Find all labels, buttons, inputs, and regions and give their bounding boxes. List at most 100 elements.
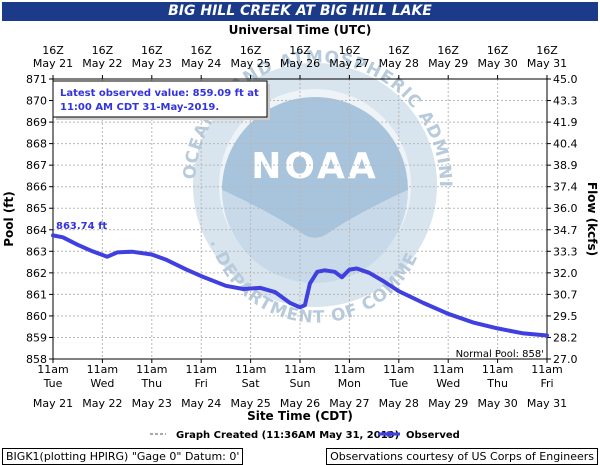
top-tick-label: 16Z	[190, 44, 212, 57]
observed-point	[323, 268, 327, 272]
y2-tick-label: 29.5	[553, 310, 578, 323]
footer-datum: BIGK1(plotting HPIRG) "Gage 0" Datum: 0'	[2, 448, 244, 465]
y-tick-label: 869	[26, 116, 47, 129]
y-tick-label: 865	[26, 202, 47, 215]
bottom-tick-label: Fri	[540, 377, 553, 390]
observed-point	[520, 331, 524, 335]
bottom-tick-label: 11am	[531, 363, 562, 376]
bottom-tick-label: May 23	[132, 397, 172, 410]
bottom-tick-label: 11am	[482, 363, 513, 376]
observed-point	[446, 312, 450, 316]
bottom-tick-label: Wed	[90, 377, 114, 390]
bottom-tick-label: 11am	[334, 363, 365, 376]
bottom-tick-label: Fri	[195, 377, 208, 390]
y-tick-label: 861	[26, 288, 47, 301]
top-tick-label: May 31	[527, 57, 567, 70]
top-tick-label: May 27	[329, 57, 369, 70]
observed-point	[115, 250, 119, 254]
top-tick-label: May 21	[33, 57, 73, 70]
observed-point	[355, 266, 359, 271]
bottom-tick-label: Sat	[242, 377, 261, 390]
bottom-tick-label: May 24	[181, 397, 221, 410]
bottom-tick-label: Mon	[338, 377, 361, 390]
bottom-tick-label: May 26	[280, 397, 320, 410]
observed-point	[199, 274, 203, 278]
top-axis-title: Universal Time (UTC)	[229, 23, 372, 37]
top-tick-label: 16Z	[141, 44, 163, 57]
legend-observed: Observed	[406, 430, 460, 441]
observed-series-line	[51, 233, 549, 338]
top-tick-label: 16Z	[388, 44, 410, 57]
top-tick-label: May 24	[181, 57, 221, 70]
y2-tick-label: 45.0	[553, 73, 578, 86]
y2-tick-label: 37.4	[553, 181, 578, 194]
y-tick-label: 858	[26, 353, 47, 366]
observed-point	[308, 282, 312, 286]
y-tick-label: 859	[26, 331, 47, 344]
svg-text:NOAA: NOAA	[251, 146, 379, 187]
bottom-tick-label: 11am	[136, 363, 167, 376]
observed-point	[61, 235, 65, 239]
top-tick-label: May 30	[477, 57, 517, 70]
y2-tick-label: 33.3	[553, 245, 578, 258]
observed-point	[241, 287, 245, 291]
observed-point	[184, 268, 188, 272]
x-axis-title: Site Time (CDT)	[247, 409, 353, 423]
bottom-tick-label: May 21	[33, 397, 73, 410]
observed-point	[105, 255, 109, 259]
y-axis-title: Pool (ft)	[2, 191, 16, 247]
top-tick-label: May 22	[82, 57, 122, 70]
bottom-tick-label: May 22	[82, 397, 122, 410]
y-axis-ticks: 858 859 860 861 862 863 864 865 866 867 868 869 870 8…	[26, 73, 53, 366]
bottom-tick-label: May 28	[379, 397, 419, 410]
bottom-tick-label: Tue	[43, 377, 63, 390]
legend-graph-created: Graph Created (11:36AM May 31, 2019)	[176, 430, 399, 441]
bottom-tick-label: May 27	[329, 397, 369, 410]
top-tick-label: May 23	[132, 57, 172, 70]
observed-point	[273, 290, 277, 294]
y2-tick-label: 40.4	[553, 138, 578, 151]
top-tick-label: May 28	[379, 57, 419, 70]
bottom-tick-label: 11am	[87, 363, 118, 376]
bottom-tick-label: 11am	[235, 363, 266, 376]
y-tick-label: 870	[26, 95, 47, 108]
bottom-tick-label: 11am	[37, 363, 68, 376]
normal-pool-label: Normal Pool: 858'	[456, 349, 544, 360]
observed-point	[421, 301, 426, 305]
top-tick-label: May 29	[428, 57, 468, 70]
bottom-tick-label: 11am	[185, 363, 216, 376]
top-tick-label: May 26	[280, 57, 320, 70]
top-tick-label: 16Z	[42, 44, 64, 57]
y2-tick-label: 38.9	[553, 159, 578, 172]
grid	[52, 78, 548, 360]
y-tick-label: 871	[26, 73, 47, 86]
y2-tick-label: 41.9	[553, 116, 578, 129]
observed-point	[303, 303, 307, 307]
observed-point	[496, 326, 500, 330]
y2-tick-label: 36.0	[553, 202, 578, 215]
bottom-tick-label: May 29	[428, 397, 468, 410]
bottom-tick-label: May 25	[230, 397, 270, 410]
top-tick-label: May 25	[230, 57, 270, 70]
observed-point	[333, 270, 337, 274]
y2-tick-label: 30.7	[553, 288, 578, 301]
bottom-tick-label: Thu	[486, 377, 508, 390]
observed-point	[315, 270, 319, 274]
observed-point	[298, 305, 302, 309]
observed-point	[288, 301, 292, 305]
bottom-tick-label: Wed	[436, 377, 460, 390]
footer-courtesy: Observations courtesy of US Corps of Eng…	[326, 448, 598, 465]
observed-point	[224, 284, 228, 288]
top-tick-label: 16Z	[487, 44, 509, 57]
latest-observed-line1: Latest observed value: 859.09 ft at	[60, 88, 259, 99]
bottom-tick-label: 11am	[383, 363, 414, 376]
y2-axis-title: Flow (kcfs)	[585, 182, 599, 256]
observed-point	[545, 333, 549, 338]
top-tick-label: 16Z	[536, 44, 558, 57]
bottom-tick-label: May 30	[477, 397, 517, 410]
y2-tick-label: 43.3	[553, 95, 578, 108]
title-bar: BIG HILL CREEK AT BIG HILL LAKE	[2, 2, 598, 21]
y-tick-label: 868	[26, 138, 47, 151]
y-tick-label: 864	[26, 224, 47, 237]
